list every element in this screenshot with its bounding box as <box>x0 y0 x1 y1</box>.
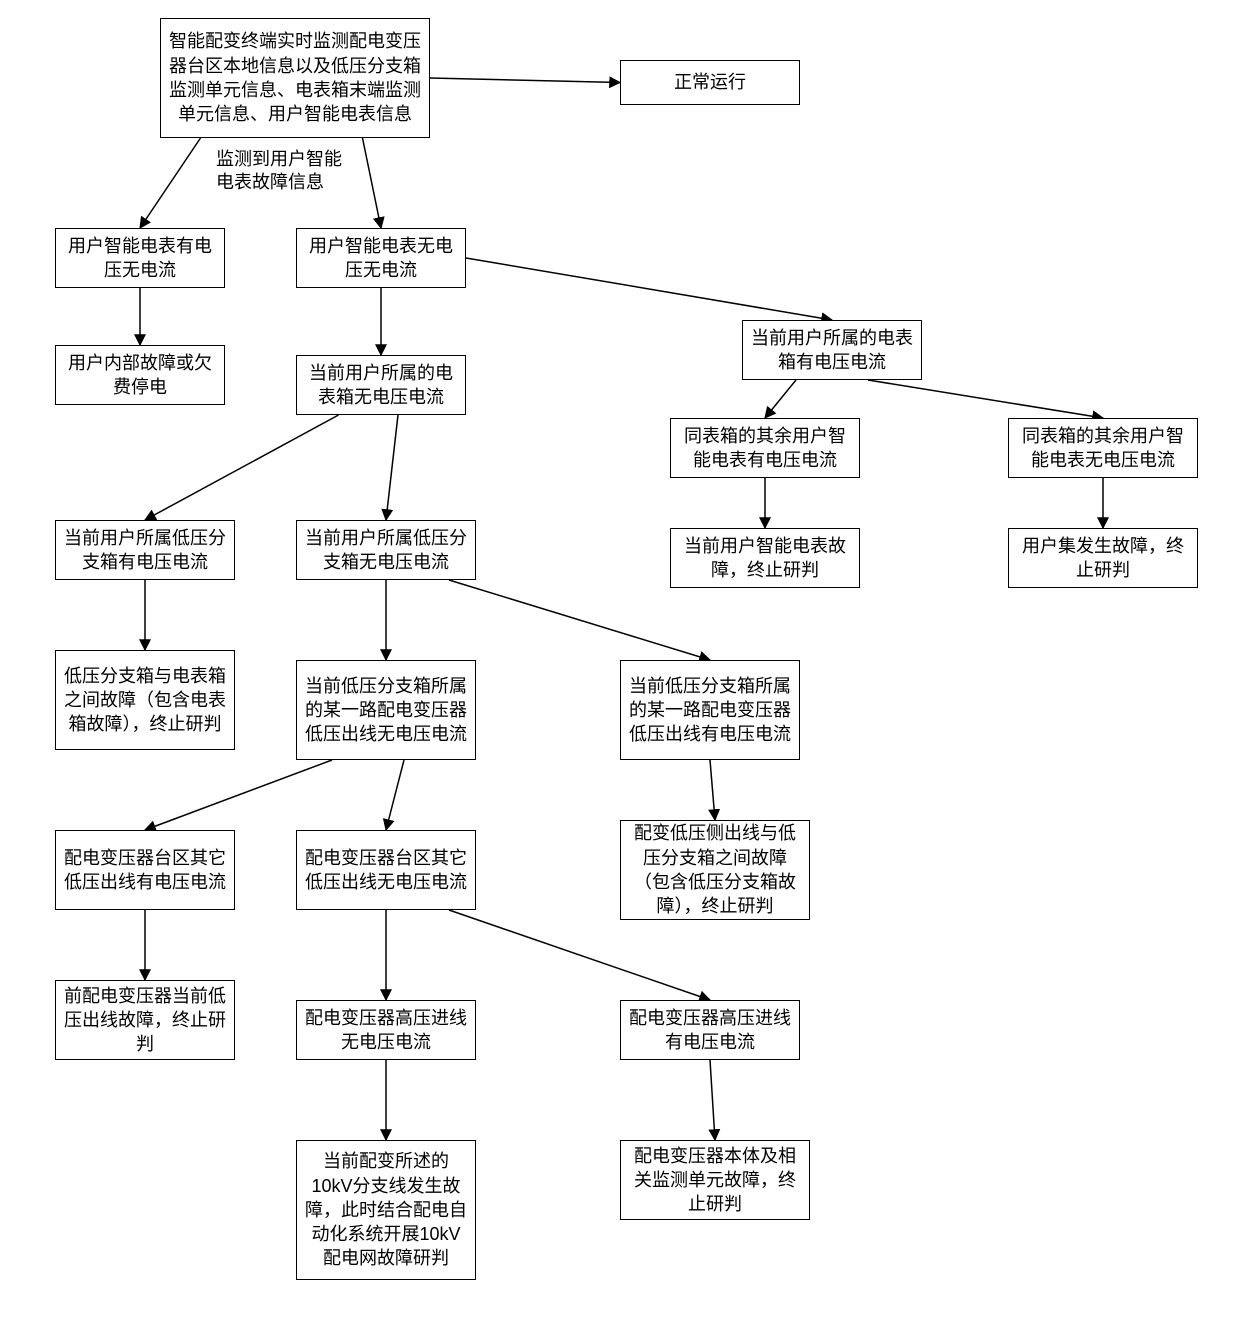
node-n_res3: 低压分支箱与电表箱之间故障（包含电表箱故障），终止研判 <box>55 650 235 750</box>
edge <box>140 138 201 228</box>
node-n_tx_yes: 当前低压分支箱所属的某一路配电变压器低压出线有电压电流 <box>620 660 800 760</box>
node-n_same_y: 同表箱的其余用户智能电表有电压电流 <box>670 418 860 478</box>
node-n_same_n: 同表箱的其余用户智能电表无电压电流 <box>1008 418 1198 478</box>
node-text: 当前用户所属的电表箱有电压电流 <box>751 326 913 375</box>
node-text: 配电变压器高压进线有电压电流 <box>629 1006 791 1055</box>
node-n_hv_yes: 配电变压器高压进线有电压电流 <box>620 1000 800 1060</box>
node-n_other_y: 配电变压器台区其它低压出线有电压电流 <box>55 830 235 910</box>
node-text: 用户内部故障或欠费停电 <box>64 351 216 400</box>
node-n_mb_yes: 当前用户所属的电表箱有电压电流 <box>742 320 922 380</box>
edge <box>386 415 398 520</box>
node-text: 配电变压器高压进线无电压电流 <box>305 1006 467 1055</box>
node-text: 用户集发生故障，终止研判 <box>1017 534 1189 583</box>
node-text: 同表箱的其余用户智能电表有电压电流 <box>679 424 851 473</box>
node-text: 用户智能电表无电压无电流 <box>305 234 457 283</box>
node-n_userfault: 用户内部故障或欠费停电 <box>55 345 225 405</box>
edge <box>430 78 620 83</box>
node-n_vnoi: 用户智能电表有电压无电流 <box>55 228 225 288</box>
node-n_top: 智能配变终端实时监测配电变压器台区本地信息以及低压分支箱监测单元信息、电表箱末端… <box>160 18 430 138</box>
node-text: 当前低压分支箱所属的某一路配电变压器低压出线无电压电流 <box>305 674 467 747</box>
node-n_res7: 配电变压器本体及相关监测单元故障，终止研判 <box>620 1140 810 1220</box>
node-n_lvb_y: 当前用户所属低压分支箱有电压电流 <box>55 520 235 580</box>
node-text: 同表箱的其余用户智能电表无电压电流 <box>1017 424 1189 473</box>
node-text: 前配电变压器当前低压出线故障，终止研判 <box>64 984 226 1057</box>
node-text: 用户智能电表有电压无电流 <box>64 234 216 283</box>
node-text: 当前配变所述的10kV分支线发生故障，此时结合配电自动化系统开展10kV配电网故… <box>305 1149 467 1270</box>
node-n_res4: 配变低压侧出线与低压分支箱之间故障（包含低压分支箱故障），终止研判 <box>620 820 810 920</box>
node-n_res6: 当前配变所述的10kV分支线发生故障，此时结合配电自动化系统开展10kV配电网故… <box>296 1140 476 1280</box>
edge-label-l1: 监测到用户智能 电表故障信息 <box>216 148 342 195</box>
node-n_lvb_n: 当前用户所属低压分支箱无电压电流 <box>296 520 476 580</box>
edge-label-text: 监测到用户智能 电表故障信息 <box>216 149 342 192</box>
node-text: 配电变压器台区其它低压出线有电压电流 <box>64 846 226 895</box>
node-text: 当前用户所属低压分支箱有电压电流 <box>64 526 226 575</box>
node-n_res2: 用户集发生故障，终止研判 <box>1008 528 1198 588</box>
node-text: 低压分支箱与电表箱之间故障（包含电表箱故障），终止研判 <box>64 664 226 737</box>
edge <box>765 380 796 418</box>
node-text: 配变低压侧出线与低压分支箱之间故障（包含低压分支箱故障），终止研判 <box>629 821 801 918</box>
node-text: 智能配变终端实时监测配电变压器台区本地信息以及低压分支箱监测单元信息、电表箱末端… <box>169 29 421 126</box>
node-text: 当前用户所属低压分支箱无电压电流 <box>305 526 467 575</box>
edge <box>449 910 710 1000</box>
node-n_hv_no: 配电变压器高压进线无电压电流 <box>296 1000 476 1060</box>
node-n_tx_no: 当前低压分支箱所属的某一路配电变压器低压出线无电压电流 <box>296 660 476 760</box>
node-n_mb_no: 当前用户所属的电表箱无电压电流 <box>296 355 466 415</box>
node-text: 配电变压器本体及相关监测单元故障，终止研判 <box>629 1144 801 1217</box>
edge <box>363 138 382 228</box>
node-text: 配电变压器台区其它低压出线无电压电流 <box>305 846 467 895</box>
node-text: 当前低压分支箱所属的某一路配电变压器低压出线有电压电流 <box>629 674 791 747</box>
node-n_other_n: 配电变压器台区其它低压出线无电压电流 <box>296 830 476 910</box>
edge <box>449 580 710 660</box>
edge <box>145 760 332 830</box>
edge <box>466 258 832 320</box>
edge <box>868 380 1103 418</box>
node-text: 当前用户所属的电表箱无电压电流 <box>305 361 457 410</box>
edge <box>145 415 339 520</box>
node-n_res1: 当前用户智能电表故障，终止研判 <box>670 528 860 588</box>
node-text: 正常运行 <box>674 70 746 94</box>
node-n_normal: 正常运行 <box>620 60 800 105</box>
node-text: 当前用户智能电表故障，终止研判 <box>679 534 851 583</box>
flowchart-canvas: 智能配变终端实时监测配电变压器台区本地信息以及低压分支箱监测单元信息、电表箱末端… <box>0 0 1240 1344</box>
edge <box>386 760 404 830</box>
edge <box>710 760 715 820</box>
edge <box>710 1060 715 1140</box>
node-n_res5: 前配电变压器当前低压出线故障，终止研判 <box>55 980 235 1060</box>
node-n_novi: 用户智能电表无电压无电流 <box>296 228 466 288</box>
